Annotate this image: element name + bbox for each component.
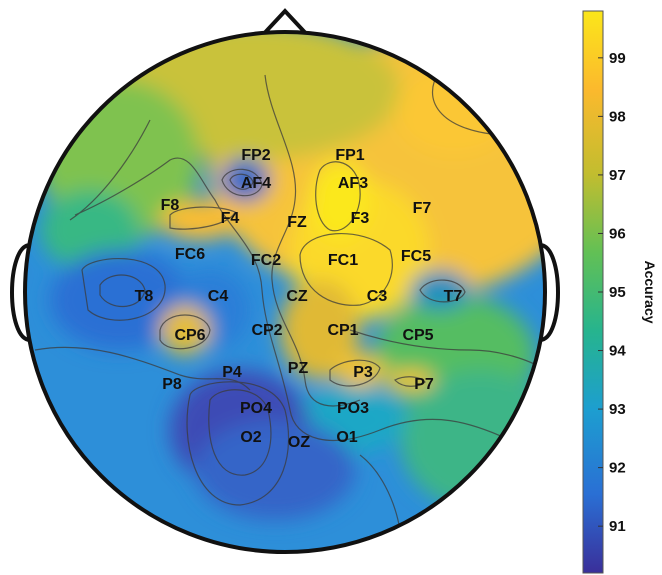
electrode-label-fz: FZ xyxy=(287,214,307,231)
electrode-label-c3: C3 xyxy=(367,288,388,305)
electrode-label-fp2: FP2 xyxy=(241,147,270,164)
electrode-label-fc2: FC2 xyxy=(251,252,281,269)
electrode-label-pz: PZ xyxy=(288,360,309,377)
colorbar-tick-label: 99 xyxy=(609,50,626,67)
electrode-label-f4: F4 xyxy=(221,210,240,227)
electrode-label-fc1: FC1 xyxy=(328,252,358,269)
contour-lines xyxy=(34,69,545,531)
electrode-labels: FP2 FP1 AF4 AF3 F8 F4 FZ F3 F7 FC6 FC2 F… xyxy=(135,147,463,451)
colorbar-tick-label: 96 xyxy=(609,225,626,242)
electrode-label-p3: P3 xyxy=(353,364,373,381)
electrode-label-cp1: CP1 xyxy=(327,322,358,339)
electrode-label-t7: T7 xyxy=(444,288,463,305)
electrode-label-cz: CZ xyxy=(286,288,308,305)
electrode-label-af4: AF4 xyxy=(241,175,271,192)
electrode-label-f8: F8 xyxy=(161,197,180,214)
colorbar-tick-label: 98 xyxy=(609,108,626,125)
electrode-label-o2: O2 xyxy=(240,429,261,446)
colorbar-tick-label: 93 xyxy=(609,401,626,418)
electrode-label-p4: P4 xyxy=(222,364,242,381)
electrode-label-o1: O1 xyxy=(336,429,357,446)
electrode-label-t8: T8 xyxy=(135,288,154,305)
electrode-label-oz: OZ xyxy=(288,434,310,451)
colorbar-tick-label: 91 xyxy=(609,518,626,535)
electrode-label-po4: PO4 xyxy=(240,400,272,417)
colorbar: 91 92 93 94 95 96 97 98 99 Accuracy xyxy=(582,10,658,574)
electrode-label-fp1: FP1 xyxy=(335,147,364,164)
electrode-label-cp6: CP6 xyxy=(174,327,205,344)
electrode-label-cp5: CP5 xyxy=(402,327,433,344)
colorbar-tick-label: 92 xyxy=(609,460,626,477)
head-outline xyxy=(23,30,547,554)
colorbar-title: Accuracy xyxy=(642,260,658,323)
colorbar-tick-label: 95 xyxy=(609,284,626,301)
electrode-label-fc5: FC5 xyxy=(401,248,431,265)
electrode-label-po3: PO3 xyxy=(337,400,369,417)
colorbar-tick-label: 97 xyxy=(609,167,626,184)
electrode-label-f3: F3 xyxy=(351,210,370,227)
colorbar-tick-label: 94 xyxy=(609,343,626,360)
electrode-label-p8: P8 xyxy=(162,376,182,393)
electrode-label-c4: C4 xyxy=(208,288,229,305)
electrode-label-cp2: CP2 xyxy=(251,322,282,339)
electrode-label-p7: P7 xyxy=(414,376,434,393)
colorbar-ticks: 91 92 93 94 95 96 97 98 99 xyxy=(598,50,626,535)
electrode-label-fc6: FC6 xyxy=(175,246,205,263)
electrode-label-af3: AF3 xyxy=(338,175,368,192)
electrode-label-f7: F7 xyxy=(413,200,432,217)
